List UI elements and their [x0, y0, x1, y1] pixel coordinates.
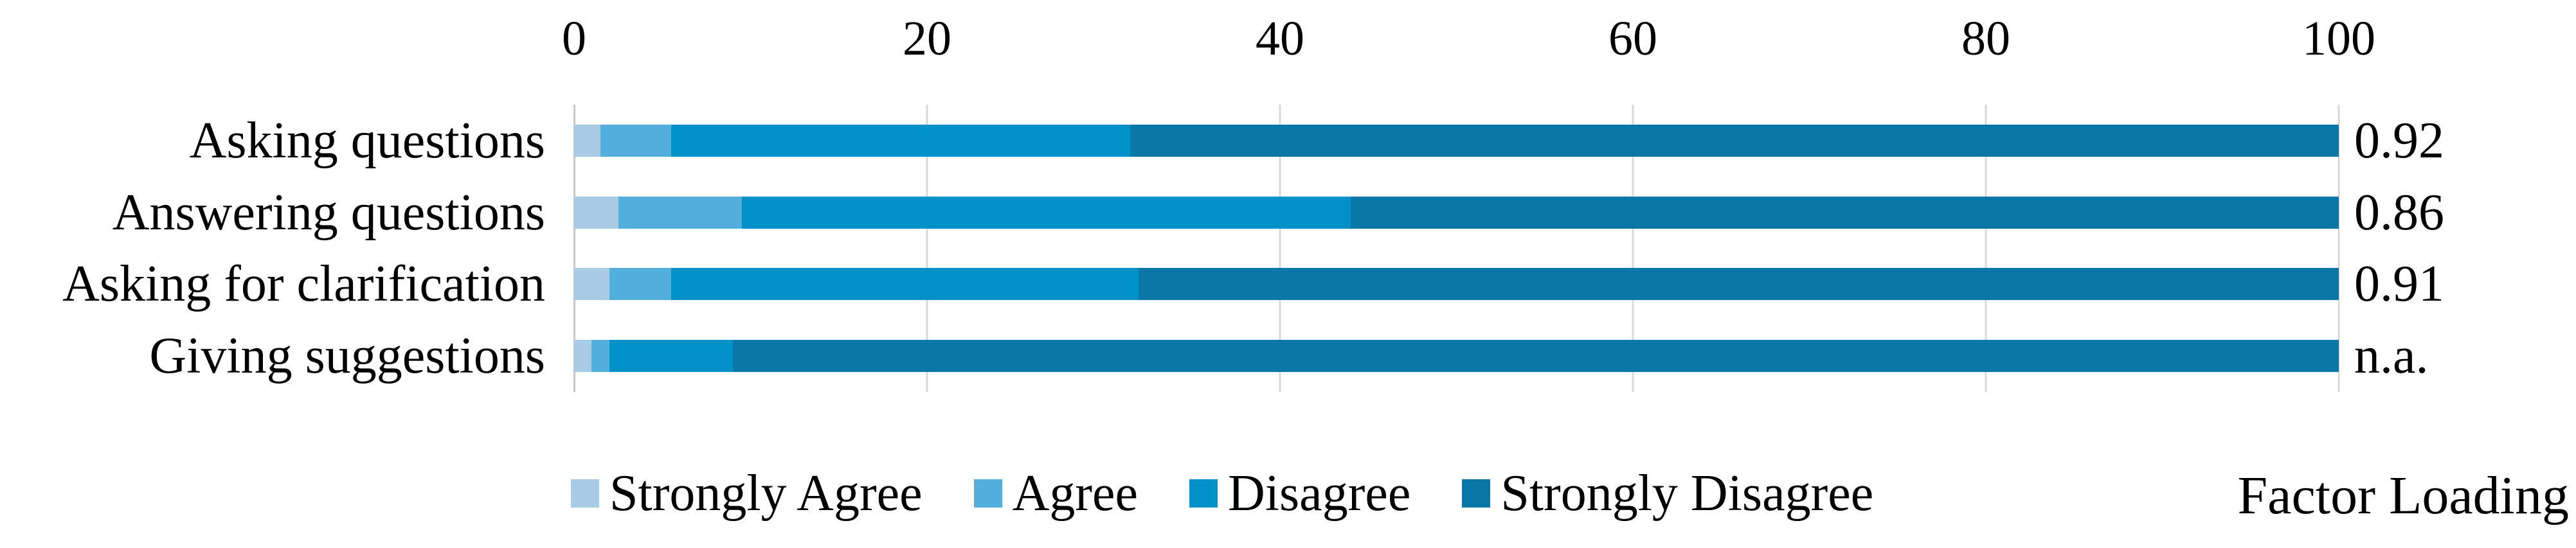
bar-row [574, 196, 2339, 229]
category-label: Giving suggestions [149, 328, 545, 385]
bar-segment [1139, 268, 2339, 301]
legend-item: Strongly Disagree [1462, 464, 1873, 523]
legend-swatch-icon [973, 479, 1002, 508]
bar-segment [574, 268, 609, 301]
bar-segment [574, 340, 592, 373]
gridline-60 [1632, 105, 1634, 392]
x-axis-tick-labels: 0 20 40 60 80 100 [562, 9, 2375, 71]
category-labels: Asking questions Answering questions Askin… [13, 0, 545, 548]
bar-segment [1130, 124, 2339, 157]
factor-loading-value: n.a. [2354, 328, 2429, 385]
factor-loading-value: 0.86 [2354, 184, 2444, 241]
x-tick-label-100: 100 [2302, 12, 2375, 66]
legend-swatch-icon [1189, 479, 1218, 508]
bar-segment [618, 196, 742, 229]
bar-segment [1350, 196, 2339, 229]
plot-area [573, 105, 2340, 392]
y-axis-line [573, 105, 575, 392]
bar-segment [574, 124, 601, 157]
legend-swatch-icon [1462, 479, 1491, 508]
category-label: Asking for clarification [62, 256, 545, 313]
category-label: Asking questions [189, 112, 545, 169]
legend-label: Strongly Disagree [1500, 465, 1874, 522]
gridline-80 [1985, 105, 1987, 392]
bar-segment [609, 268, 671, 301]
factor-loading-value: 0.91 [2354, 256, 2444, 313]
category-label: Answering questions [112, 184, 545, 241]
bar-segment [741, 196, 1351, 229]
gridline-100 [2337, 105, 2340, 392]
legend-label: Agree [1012, 465, 1139, 522]
x-tick-label-40: 40 [1256, 12, 1304, 66]
x-tick-label-20: 20 [903, 12, 951, 66]
bar-segment [574, 196, 618, 229]
factor-loading-title: Factor Loading [2237, 466, 2569, 526]
bar-segment [671, 124, 1130, 157]
x-tick-label-0: 0 [562, 12, 586, 66]
bar-segment [671, 268, 1139, 301]
legend-label: Strongly Agree [609, 465, 923, 522]
bar-segment [600, 124, 671, 157]
gridline-20 [926, 105, 928, 392]
x-tick-label-80: 80 [1961, 12, 2010, 66]
gridline-40 [1279, 105, 1281, 392]
legend-item: Strongly Agree [571, 464, 923, 523]
bar-row [574, 268, 2339, 301]
legend-label: Disagree [1228, 465, 1411, 522]
bar-row [574, 124, 2339, 157]
bar-segment [591, 340, 609, 373]
legend-item: Agree [973, 464, 1139, 523]
legend-item: Disagree [1189, 464, 1410, 523]
factor-loading-value: 0.92 [2354, 112, 2444, 169]
bar-row [574, 340, 2339, 373]
legend-swatch-icon [571, 479, 599, 508]
bar-segment [609, 340, 734, 373]
legend: Strongly Agree Agree Disagree Strongly Disa… [571, 464, 1873, 523]
x-tick-label-60: 60 [1608, 12, 1657, 66]
bar-segment [733, 340, 2339, 373]
factor-loading-values: 0.92 0.86 0.91 n.a. [2354, 0, 2573, 548]
